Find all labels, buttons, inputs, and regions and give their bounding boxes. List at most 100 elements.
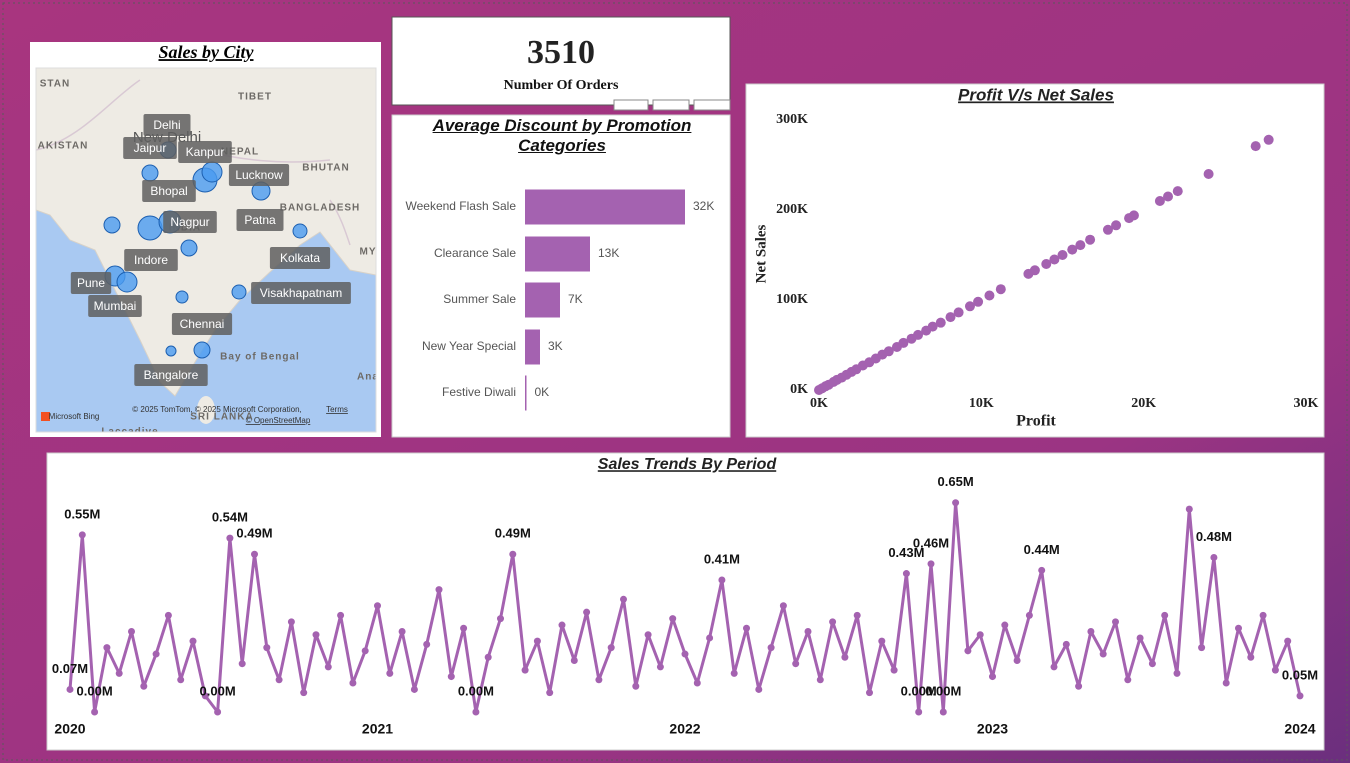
map-bubble: [193, 341, 211, 359]
x-tick-label: 0K: [810, 396, 828, 411]
map-bubble: [141, 164, 159, 182]
scatter-point: [1263, 134, 1274, 145]
x-tick-label: 2021: [362, 721, 393, 737]
category-label: Weekend Flash Sale: [405, 199, 516, 213]
x-tick-label: 20K: [1131, 396, 1156, 411]
line-point: [1271, 666, 1279, 674]
scatter-point: [1172, 186, 1183, 197]
line-point: [583, 608, 591, 616]
scatter-point: [883, 346, 894, 357]
scatter-point: [995, 284, 1006, 295]
line-point: [460, 624, 468, 632]
city-label: Bangalore: [144, 368, 199, 382]
line-point: [1038, 566, 1046, 574]
map-label: AKISTAN: [38, 141, 89, 152]
data-label: 0.43M: [888, 545, 924, 560]
x-tick-label: 2023: [977, 721, 1008, 737]
map-label: STAN: [40, 79, 70, 90]
value-label: 0K: [535, 385, 550, 399]
line-point: [1210, 553, 1218, 561]
category-label: Summer Sale: [443, 292, 516, 306]
city-label: Bhopal: [150, 184, 187, 198]
city-label-box: [269, 247, 331, 269]
line-point: [1025, 611, 1033, 619]
line-point: [189, 637, 197, 645]
map-label: TIBET: [238, 92, 272, 103]
line-point: [853, 611, 861, 619]
line-point: [681, 650, 689, 658]
line-point: [755, 685, 763, 693]
city-label: Visakhapatnam: [260, 286, 343, 300]
data-label: 0.00M: [925, 683, 961, 698]
map-attribution: © OpenStreetMap: [246, 416, 311, 425]
city-label: Chennai: [180, 317, 225, 331]
line-point: [1112, 618, 1119, 626]
line-point: [546, 689, 554, 697]
line-point: [164, 611, 172, 619]
map-label: Ana: [357, 372, 379, 383]
data-label: 0.05M: [1282, 667, 1318, 682]
city-label-box: [171, 313, 233, 335]
line-point: [1222, 679, 1230, 687]
category-label: Clearance Sale: [434, 246, 516, 260]
line-point: [866, 689, 873, 697]
city-label: Mumbai: [94, 299, 137, 313]
data-label: 0.46M: [913, 535, 949, 550]
map-bubble: [137, 215, 163, 241]
scatter-point: [1111, 220, 1122, 231]
line-point: [226, 534, 234, 542]
line-point: [287, 618, 295, 626]
city-label-box: [251, 282, 351, 304]
scatter-title: Profit V/s Net Sales: [958, 85, 1114, 104]
line-point: [533, 637, 541, 645]
line-point: [841, 653, 849, 661]
city-label: Kolkata: [280, 251, 320, 265]
line-point: [312, 631, 320, 639]
line-point: [374, 602, 381, 610]
city-label-box: [70, 272, 112, 294]
line-point: [1185, 505, 1193, 513]
line-point: [472, 708, 480, 716]
line-point: [890, 666, 898, 674]
data-label: 0.49M: [236, 526, 272, 541]
line-point: [497, 615, 504, 623]
scatter-point: [935, 317, 946, 328]
y-axis-label: Net Sales: [753, 224, 769, 283]
data-label: 0.41M: [704, 551, 740, 566]
x-tick-label: 2022: [669, 721, 700, 737]
line-point: [1075, 682, 1083, 690]
kpi-value: 3510: [527, 34, 595, 71]
line-point: [140, 682, 148, 690]
bar-title: Average Discount by Promotion Categories: [432, 116, 692, 155]
line-point: [730, 669, 738, 677]
bar: [525, 329, 540, 365]
line-point: [1062, 640, 1070, 648]
line-point: [115, 669, 123, 677]
map-bubble: [116, 271, 138, 293]
city-label: Lucknow: [235, 168, 283, 182]
map-attribution: Microsoft Bing: [49, 412, 100, 421]
map-bubble: [201, 161, 223, 183]
line-point: [128, 628, 135, 635]
scatter-point: [1085, 234, 1096, 245]
line-point: [1087, 628, 1095, 635]
value-label: 13K: [598, 246, 619, 260]
city-label-box: [178, 141, 232, 163]
line-point: [1124, 676, 1132, 684]
scatter-point: [1102, 224, 1113, 235]
category-label: Festive Diwali: [442, 385, 516, 399]
line-point: [447, 673, 455, 681]
line-point: [521, 666, 529, 674]
line-point: [484, 653, 492, 661]
city-label-box: [236, 209, 284, 231]
line-point: [989, 673, 996, 681]
line-point: [509, 550, 517, 558]
line-point: [915, 708, 923, 716]
line-point: [816, 676, 824, 684]
line-point: [275, 676, 283, 684]
line-point: [878, 637, 886, 645]
y-tick-label: 100K: [776, 292, 808, 307]
x-tick-label: 2020: [54, 721, 85, 737]
map-bubble: [180, 239, 198, 257]
